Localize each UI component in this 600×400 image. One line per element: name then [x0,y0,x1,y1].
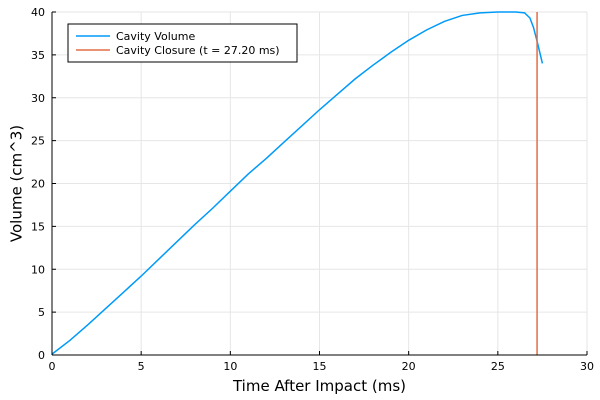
y-tick-label: 5 [38,306,45,319]
x-tick-label: 10 [223,360,237,373]
y-tick-label: 20 [31,178,45,191]
x-tick-label: 25 [491,360,505,373]
tick-labels: 0 5 10 15 20 25 30 0 5 10 15 20 25 30 35 40 [31,6,594,373]
plot-area [51,11,544,355]
y-tick-label: 15 [31,220,45,233]
y-tick-label: 0 [38,349,45,362]
y-tick-label: 30 [31,92,45,105]
x-tick-label: 5 [138,360,145,373]
y-axis-label: Volume (cm^3) [7,125,25,242]
y-tick-label: 40 [31,6,45,19]
axes [51,11,588,356]
legend-box [67,23,298,63]
x-tick-label: 30 [580,360,594,373]
legend-entry-cavity-closure: Cavity Closure (t = 27.20 ms) [116,44,280,57]
y-tick-label: 35 [31,49,45,62]
series-line-cavity-volume [51,11,544,355]
legend-entry-cavity-volume: Cavity Volume [116,30,195,43]
x-tick-label: 0 [49,360,56,373]
y-tick-label: 25 [31,135,45,148]
x-tick-label: 15 [313,360,327,373]
x-tick-label: 20 [402,360,416,373]
x-axis-label: Time After Impact (ms) [232,377,406,395]
y-tick-label: 10 [31,263,45,276]
grid [51,11,588,356]
legend: Cavity Volume Cavity Closure (t = 27.20 … [67,23,298,63]
